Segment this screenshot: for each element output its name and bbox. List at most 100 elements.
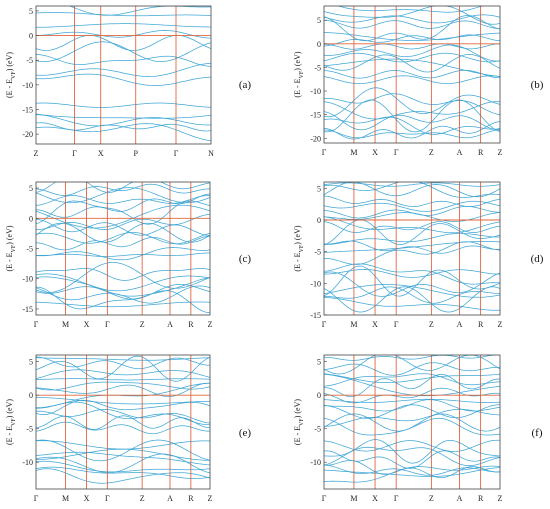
band-line <box>324 240 500 254</box>
band-line <box>324 373 500 383</box>
x-tick-label: R <box>478 494 484 503</box>
band-line <box>36 357 210 361</box>
band-line <box>324 200 500 212</box>
y-tick-label: 0 <box>317 216 321 225</box>
band-line <box>36 12 211 17</box>
band-line <box>36 222 210 243</box>
y-tick-label: -10 <box>310 279 321 288</box>
y-tick-label: 5 <box>317 358 321 367</box>
x-tick-label: R <box>188 320 194 329</box>
x-tick-label: N <box>208 149 214 158</box>
band-line <box>36 440 210 450</box>
band-line <box>36 466 210 479</box>
band-line <box>36 252 210 257</box>
y-axis-title: (E - EVF) (eV) <box>5 399 17 445</box>
y-tick-label: 0 <box>29 214 33 223</box>
band-line <box>69 6 211 16</box>
x-tick-label: Γ <box>34 320 39 329</box>
band-line <box>324 284 500 298</box>
band-line <box>36 214 210 230</box>
x-tick-label: X <box>98 149 104 158</box>
plot-frame <box>35 5 212 145</box>
band-line <box>324 99 500 133</box>
band-line <box>36 453 210 474</box>
band-line <box>36 415 210 430</box>
band-line <box>324 69 500 79</box>
panel-label: (a) <box>239 79 252 91</box>
band-line <box>36 285 210 304</box>
band-line <box>36 204 210 229</box>
band-panel-c: 50-5-10-15Γ M X Γ Z A R Z(E - EVF) (eV)(c) <box>5 181 252 329</box>
band-line <box>324 75 500 84</box>
x-tick-label: Γ <box>174 149 179 158</box>
x-tick-label: Γ <box>105 320 110 329</box>
x-tick-label: Γ <box>394 148 399 157</box>
plot-frame <box>35 354 211 490</box>
y-tick-label: -5 <box>26 56 33 65</box>
y-tick-label: -5 <box>26 245 33 254</box>
band-line <box>36 182 210 193</box>
band-line <box>36 114 211 127</box>
band-line <box>324 286 500 313</box>
band-line <box>36 54 211 67</box>
band-line <box>36 235 210 251</box>
band-line <box>324 265 500 297</box>
band-line <box>36 193 210 218</box>
band-line <box>324 182 500 187</box>
panel-label: (f) <box>532 427 543 439</box>
bands <box>324 182 500 313</box>
y-tick-label: 0 <box>317 391 321 400</box>
band-line <box>336 6 484 13</box>
band-panel-a: 5 0 -5 -10 -15 -20 Z Γ X P Γ N (E - EVF) (eV) (a) <box>5 5 252 158</box>
band-panel-e: 5 0 -5 -10 Γ M X Γ Z A R Z (E - EVF) (eV) (e) <box>5 354 252 503</box>
band-line <box>36 41 211 62</box>
band-line <box>324 355 500 375</box>
band-line <box>324 44 500 62</box>
y-tick-label: -10 <box>22 81 33 90</box>
x-tick-label: A <box>457 494 463 503</box>
band-line <box>324 413 500 432</box>
band-line <box>36 183 210 196</box>
y-axis-title: (E - EVF) (eV) <box>293 399 305 445</box>
band-line <box>324 355 500 361</box>
bands <box>324 355 500 483</box>
x-tick-label: Γ <box>105 494 110 503</box>
bands <box>36 182 210 314</box>
band-line <box>36 113 211 119</box>
band-line <box>36 23 211 28</box>
band-line <box>324 216 500 234</box>
band-line <box>36 448 210 461</box>
band-line <box>324 15 500 42</box>
band-line <box>36 381 210 391</box>
x-tick-label: R <box>188 494 194 503</box>
band-line <box>36 30 211 39</box>
x-tick-label: A <box>457 320 463 329</box>
band-line <box>36 284 210 300</box>
band-line <box>324 373 500 387</box>
x-tick-label: P <box>134 149 139 158</box>
x-tick-label: Γ <box>322 320 327 329</box>
band-line <box>324 206 500 219</box>
band-line <box>324 221 500 233</box>
band-line <box>324 14 500 24</box>
y-axis-title: (E - EVF) (eV) <box>5 52 17 98</box>
band-line <box>324 465 500 483</box>
band-line <box>324 241 500 265</box>
band-line <box>324 269 500 278</box>
x-tick-label: Γ <box>322 494 327 503</box>
band-line <box>36 439 210 462</box>
band-line <box>36 218 210 236</box>
panel-label: (c) <box>239 253 252 265</box>
x-tick-label: X <box>84 320 90 329</box>
band-line <box>36 262 210 293</box>
band-line <box>36 468 210 484</box>
y-tick-label: -10 <box>22 458 33 467</box>
panel-label: (e) <box>239 427 252 439</box>
x-tick-label: Z <box>498 320 503 329</box>
band-line <box>36 460 210 473</box>
band-line <box>36 232 210 245</box>
y-tick-label: -10 <box>310 87 321 96</box>
band-line <box>324 417 500 436</box>
y-tick-label: 5 <box>29 184 33 193</box>
plot-frame <box>323 5 501 144</box>
